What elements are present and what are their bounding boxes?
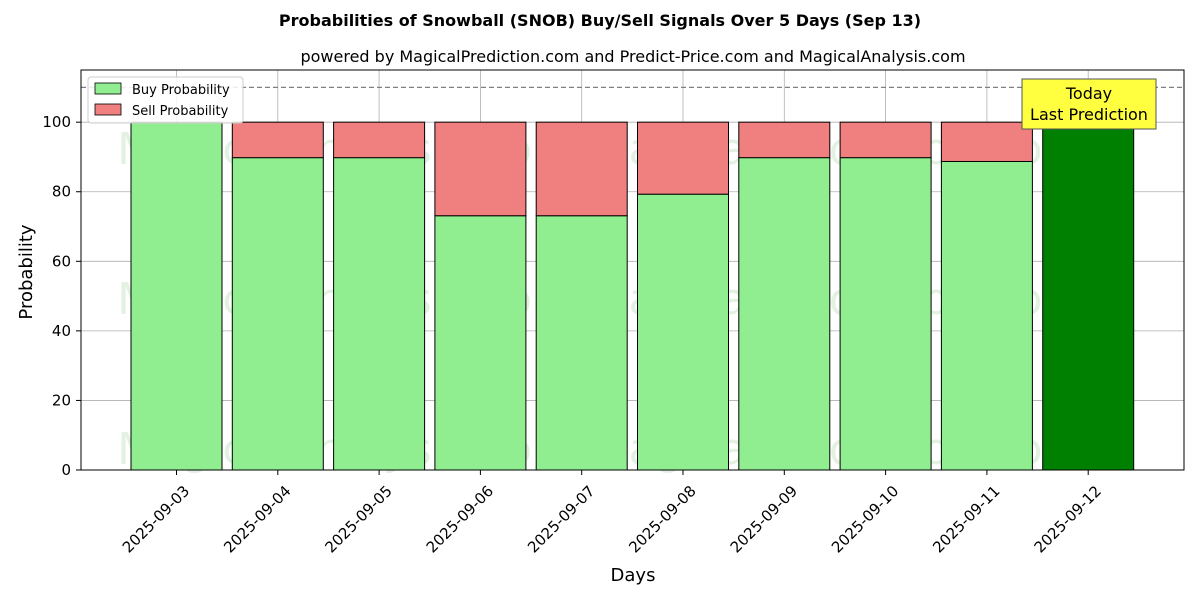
bar-buy-2025-09-05 [333,157,426,471]
bar-buy-2025-09-06 [434,215,527,471]
chart-subtitle: powered by MagicalPrediction.com and Pre… [300,47,965,66]
y-tick-label: 80 [52,183,71,201]
y-axis-label: Probability [16,224,37,319]
bar-sell-2025-09-10 [839,121,932,159]
bar-sell-2025-09-04 [231,121,324,159]
x-tick-label: 2025-09-04 [220,482,294,556]
x-tick-label: 2025-09-12 [1031,482,1105,556]
y-tick-label: 0 [61,461,71,479]
bar-layer [130,121,1135,471]
x-tick-label: 2025-09-06 [423,482,497,556]
bar-buy-2025-09-07 [535,215,628,471]
plot-frame [80,69,1185,471]
y-tick-label: 40 [52,322,71,340]
bar-buy-2025-09-03 [130,121,223,471]
bar-buy-2025-09-10 [839,157,932,471]
x-tick-label: 2025-09-11 [929,482,1003,556]
bar-sell-2025-09-11 [940,121,1033,162]
x-tick-label: 2025-09-08 [625,482,699,556]
x-tick-label: 2025-09-03 [119,482,193,556]
bar-buy-2025-09-09 [738,157,831,471]
x-tick-label: 2025-09-10 [828,482,902,556]
x-axis-label: Days [611,565,656,586]
legend-swatch-buy [94,82,122,95]
bar-buy-2025-09-08 [637,193,729,471]
legend-label-sell: Sell Probability [132,104,229,119]
x-tick-label: 2025-09-09 [727,482,801,556]
today-annotation: Today Last Prediction [1021,78,1157,130]
bar-sell-2025-09-07 [535,121,628,217]
bar-sell-2025-09-06 [434,121,527,217]
legend-box [87,76,244,124]
legend-swatch-sell [94,103,122,116]
chart-title: Probabilities of Snowball (SNOB) Buy/Sel… [279,11,921,30]
bar-buy-2025-09-04 [231,157,324,471]
x-tick-label: 2025-09-07 [524,482,598,556]
y-tick-label: 20 [52,391,71,409]
annotation-last-prediction: Last Prediction [1030,105,1148,124]
y-tick-label: 60 [52,252,71,270]
bar-sell-2025-09-09 [738,121,831,159]
bar-sell-2025-09-05 [333,121,426,159]
x-tick-label: 2025-09-05 [321,482,395,556]
legend-label-buy: Buy Probability [132,83,230,98]
y-tick-label: 100 [42,113,71,131]
legend: Buy Probability Sell Probability [87,76,244,124]
bar-sell-2025-09-08 [637,121,729,195]
bar-buy-2025-09-12 [1042,121,1135,471]
annotation-today: Today [1065,84,1112,103]
bar-buy-2025-09-11 [940,160,1033,471]
annotation-box [1021,78,1157,130]
